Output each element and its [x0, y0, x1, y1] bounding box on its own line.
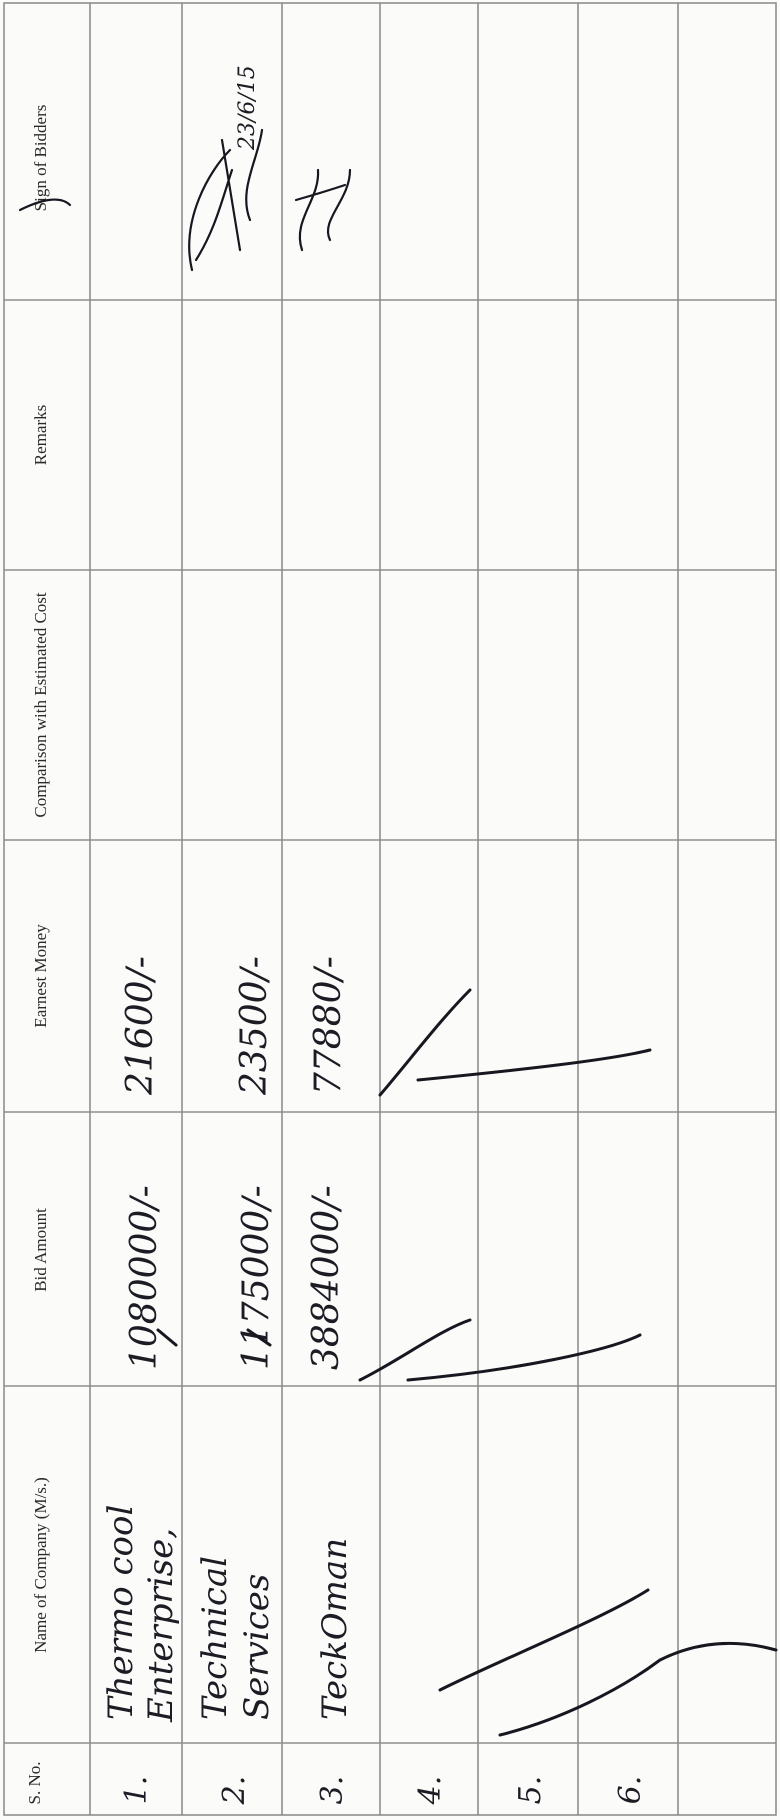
row-3-sno: 3. [315, 1776, 350, 1805]
earnest-money-values: 21600/- 23500/- 77880/- [120, 956, 349, 1096]
row-1-company-line1: Thermo cool [101, 1505, 141, 1720]
row-5-6-company-strike [498, 1641, 778, 1737]
row-3-earnest-money: 77880/- [308, 956, 349, 1095]
row-4-sno: 4. [413, 1776, 448, 1806]
row-2-bid-amount: 1175000/- [236, 1185, 277, 1370]
row-4-bid-strike [358, 1318, 472, 1382]
serial-numbers: 1. 2. 3. 4. 5. 6. [119, 1776, 648, 1806]
row-1-bid-amount: 1080000/- [124, 1185, 165, 1370]
header-bid-amount: Bid Amount [31, 1208, 50, 1292]
row-1-sno: 1. [119, 1776, 154, 1805]
header-comparison: Comparison with Estimated Cost [31, 592, 50, 818]
table-border [3, 2, 777, 1816]
header-company: Name of Company (M/s.) [31, 1477, 50, 1653]
row-2-sno: 2. [217, 1776, 252, 1806]
row-1-company-line2: Enterprise, [141, 1528, 181, 1723]
bid-amounts: 1080000/- 1175000/- 3884000/- [124, 1185, 347, 1370]
row-4-earnest-strike [378, 988, 472, 1097]
rows-4-6-earnest-strike [416, 1048, 652, 1082]
row-2-earnest-money: 23500/- [234, 956, 275, 1096]
header-remarks: Remarks [31, 405, 50, 465]
row-2-company-line1: Technical [195, 1556, 235, 1720]
header-earnest-money: Earnest Money [31, 924, 50, 1028]
row-2-signature [188, 128, 264, 272]
row-3-bid-amount: 3884000/- [306, 1185, 347, 1370]
row-4-company-strike [438, 1588, 650, 1692]
table-grid [3, 2, 777, 1816]
row-2-sign-date: 23/6/15 [235, 65, 260, 151]
strike-lines [156, 988, 778, 1737]
row-1-signature-mark [18, 198, 72, 212]
row-3-company-line1: TeckOman [315, 1538, 355, 1720]
row-2-company-line2: Services [237, 1574, 277, 1720]
row-6-sno: 6. [613, 1776, 648, 1805]
header-sign: Sign of Bidders [31, 105, 50, 212]
header-row: S. No. Name of Company (M/s.) Bid Amount… [25, 105, 50, 1805]
row-5-sno: 5. [513, 1776, 548, 1805]
rows-4-6-bid-strike [406, 1333, 642, 1382]
row-1-earnest-money: 21600/- [120, 956, 161, 1096]
company-names: Thermo cool Enterprise, Technical Servic… [101, 1505, 355, 1723]
bid-ticks [156, 1328, 272, 1347]
bidder-signatures: 23/6/15 [18, 65, 352, 272]
header-sno: S. No. [25, 1762, 44, 1805]
row-3-signature [294, 168, 352, 252]
